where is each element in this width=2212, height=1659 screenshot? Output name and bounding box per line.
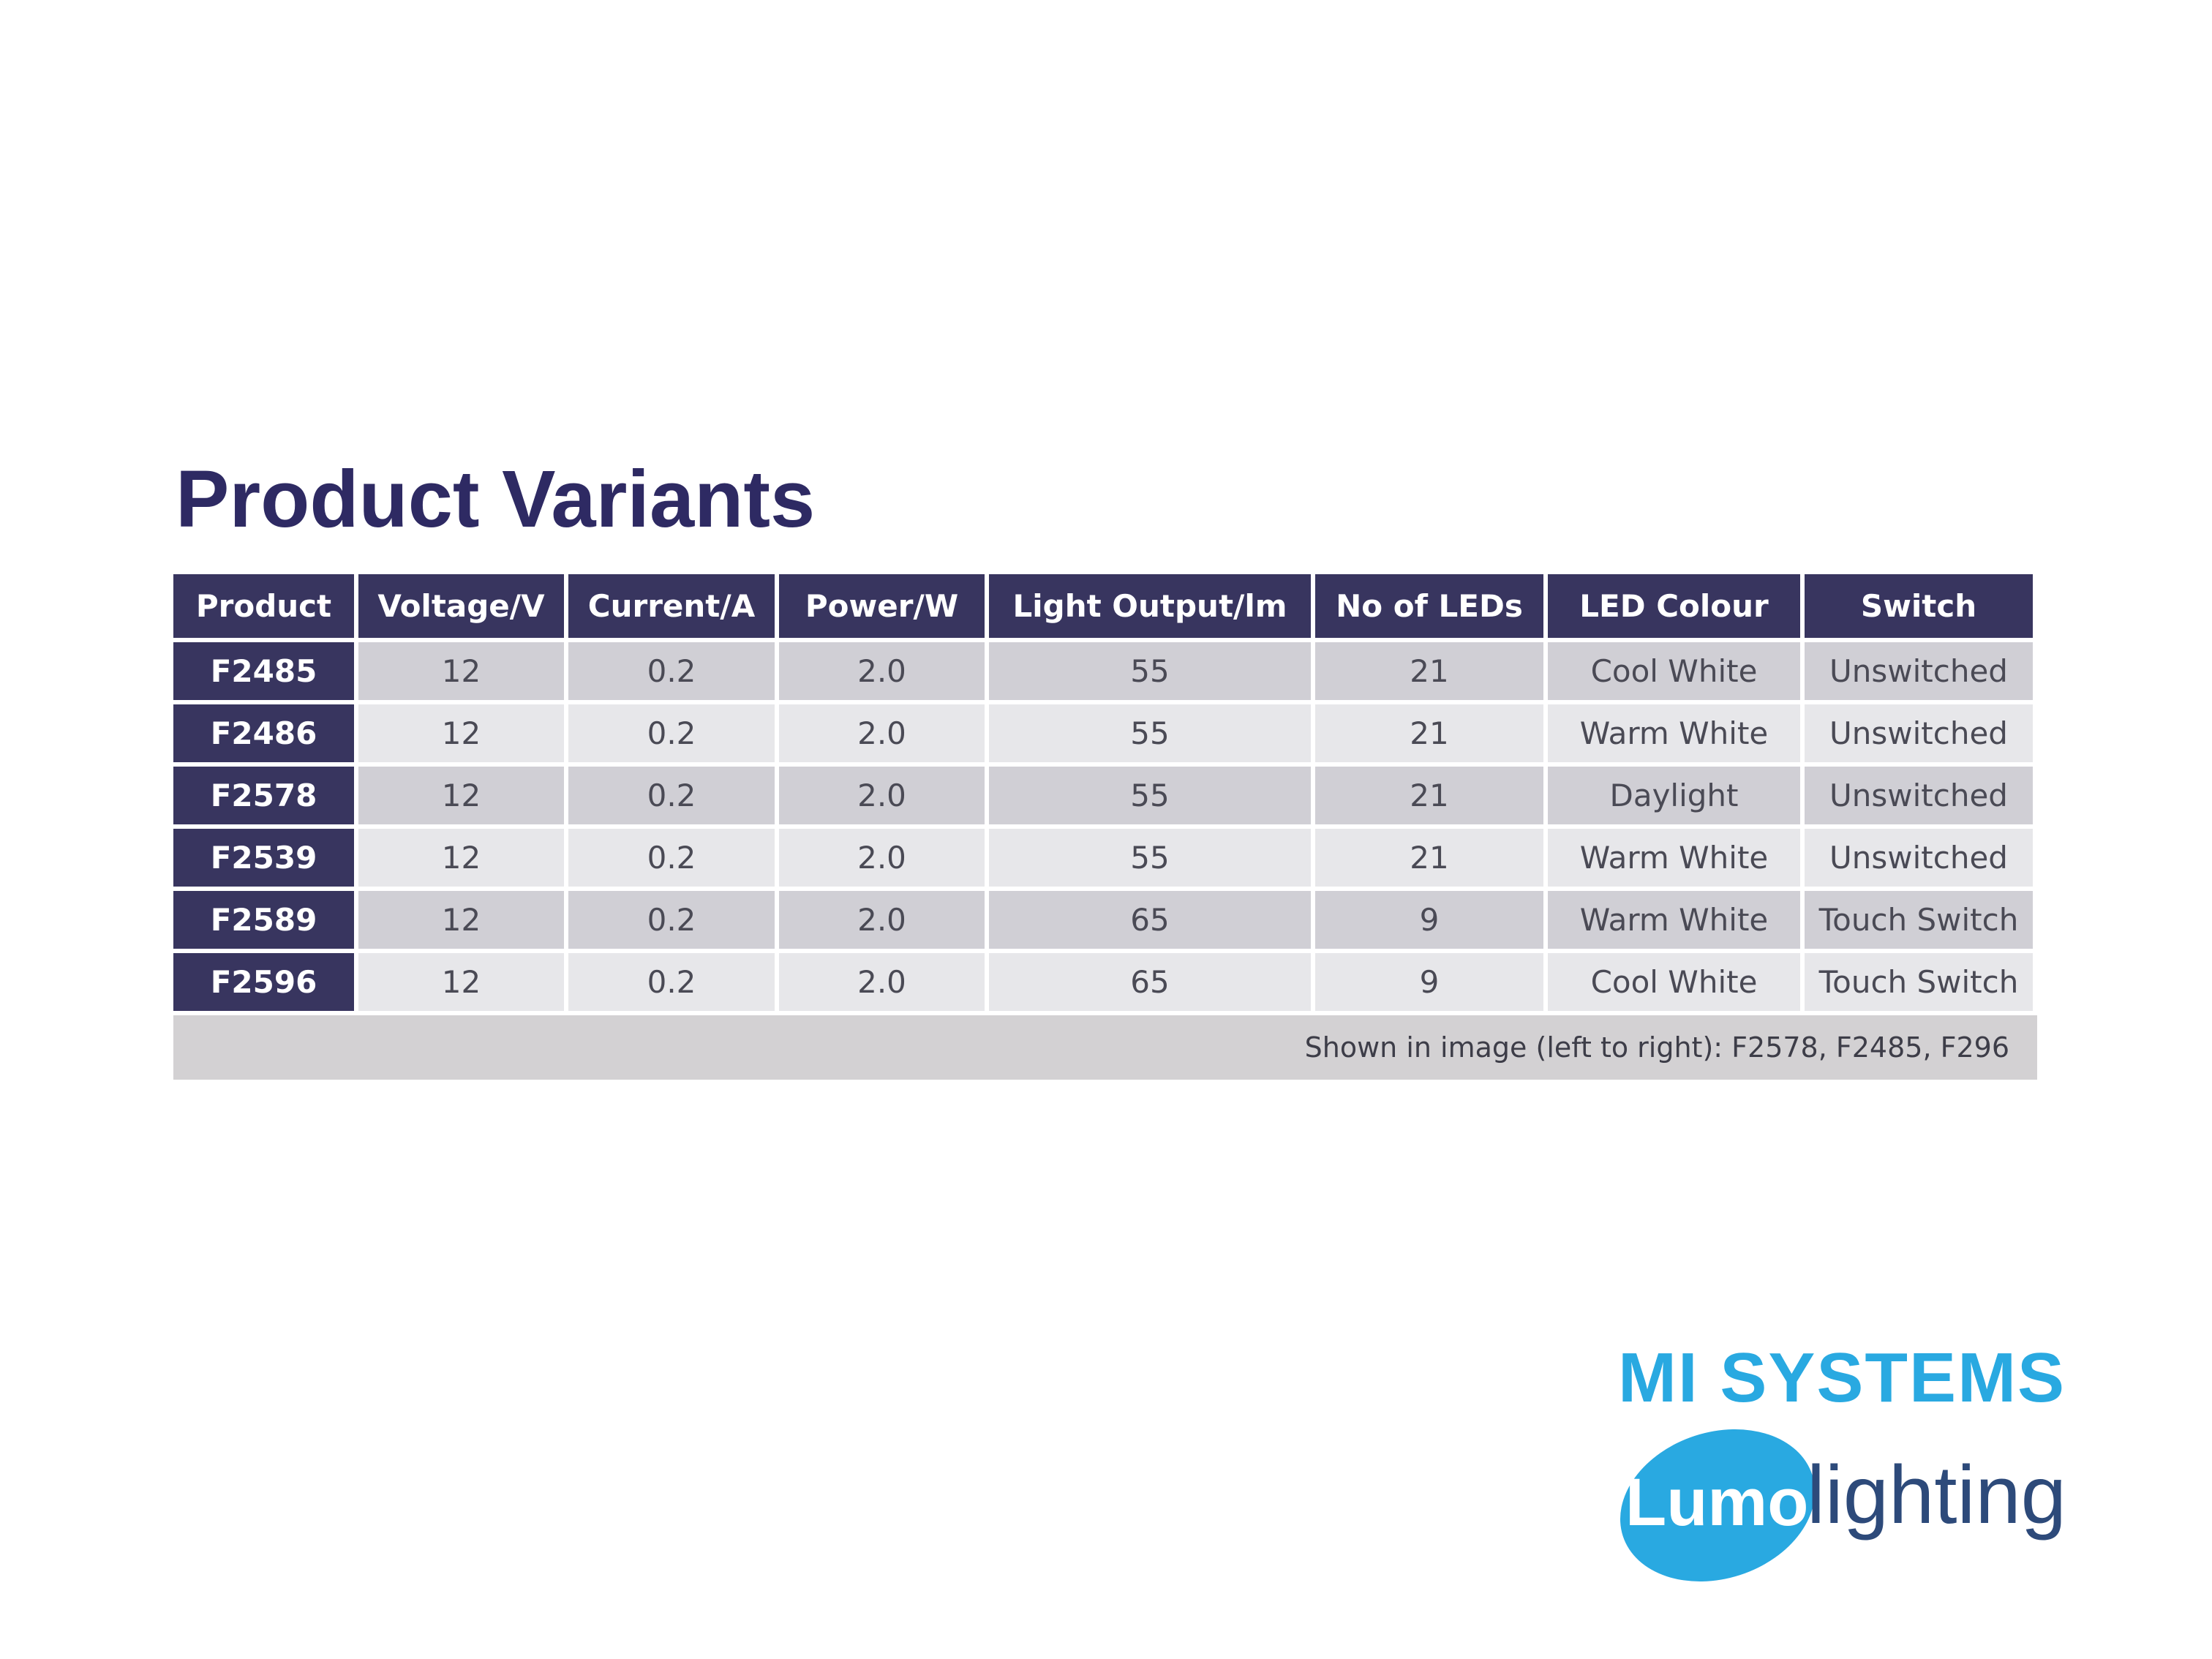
table-cell: Daylight [1548, 767, 1800, 824]
lighting-text: lighting [1807, 1449, 2066, 1540]
table-cell: 0.2 [568, 642, 775, 700]
table-cell: 65 [989, 953, 1311, 1011]
brand-logo: MI SYSTEMS [1618, 1339, 2066, 1417]
column-header: Switch [1805, 574, 2033, 638]
table-cell: 12 [358, 704, 564, 762]
column-header: Power/W [779, 574, 985, 638]
table-cell: Unswitched [1805, 767, 2033, 824]
title: Product Variants [176, 454, 816, 544]
table-cell: 0.2 [568, 953, 775, 1011]
table-cell: 12 [358, 767, 564, 824]
table-cell: 2.0 [779, 891, 985, 949]
column-header: No of LEDs [1315, 574, 1543, 638]
table-cell: Warm White [1548, 891, 1800, 949]
product-cell: F2578 [173, 767, 354, 824]
column-header: Light Output/lm [989, 574, 1311, 638]
table-cell: 21 [1315, 829, 1543, 887]
table-cell: 21 [1315, 767, 1543, 824]
table-cell: 9 [1315, 891, 1543, 949]
table-cell: Warm White [1548, 829, 1800, 887]
table-cell: Cool White [1548, 642, 1800, 700]
table-cell: Unswitched [1805, 704, 2033, 762]
column-header: Current/A [568, 574, 775, 638]
column-header: LED Colour [1548, 574, 1800, 638]
lumo-blob [1620, 1429, 1815, 1581]
column-header: Product [173, 574, 354, 638]
table-cell: 21 [1315, 704, 1543, 762]
table-cell: Unswitched [1805, 642, 2033, 700]
table-cell: 12 [358, 953, 564, 1011]
table-cell: 55 [989, 767, 1311, 824]
table-cell: Touch Switch [1805, 953, 2033, 1011]
table-cell: 55 [989, 704, 1311, 762]
table-cell: 21 [1315, 642, 1543, 700]
table-cell: 55 [989, 829, 1311, 887]
product-cell: F2485 [173, 642, 354, 700]
table-cell: 65 [989, 891, 1311, 949]
table-cell: 0.2 [568, 891, 775, 949]
table-cell: 2.0 [779, 829, 985, 887]
table-cell: 0.2 [568, 704, 775, 762]
footnote: Shown in image (left to right): F2578, F… [173, 1015, 2037, 1080]
table-cell: 2.0 [779, 767, 985, 824]
lumo-text: Lumo [1625, 1465, 1809, 1540]
table-cell: 55 [989, 642, 1311, 700]
table-cell: 12 [358, 891, 564, 949]
table-cell: 9 [1315, 953, 1543, 1011]
product-cell: F2539 [173, 829, 354, 887]
table-cell: 12 [358, 829, 564, 887]
table-cell: Cool White [1548, 953, 1800, 1011]
product-cell: F2596 [173, 953, 354, 1011]
table-cell: 2.0 [779, 953, 985, 1011]
product-cell: F2589 [173, 891, 354, 949]
table-cell: 2.0 [779, 704, 985, 762]
table-cell: 12 [358, 642, 564, 700]
table-cell: Unswitched [1805, 829, 2033, 887]
table-cell: 0.2 [568, 767, 775, 824]
table-cell: 2.0 [779, 642, 985, 700]
column-header: Voltage/V [358, 574, 564, 638]
product-cell: F2486 [173, 704, 354, 762]
table-cell: Warm White [1548, 704, 1800, 762]
table-cell: Touch Switch [1805, 891, 2033, 949]
table-cell: 0.2 [568, 829, 775, 887]
